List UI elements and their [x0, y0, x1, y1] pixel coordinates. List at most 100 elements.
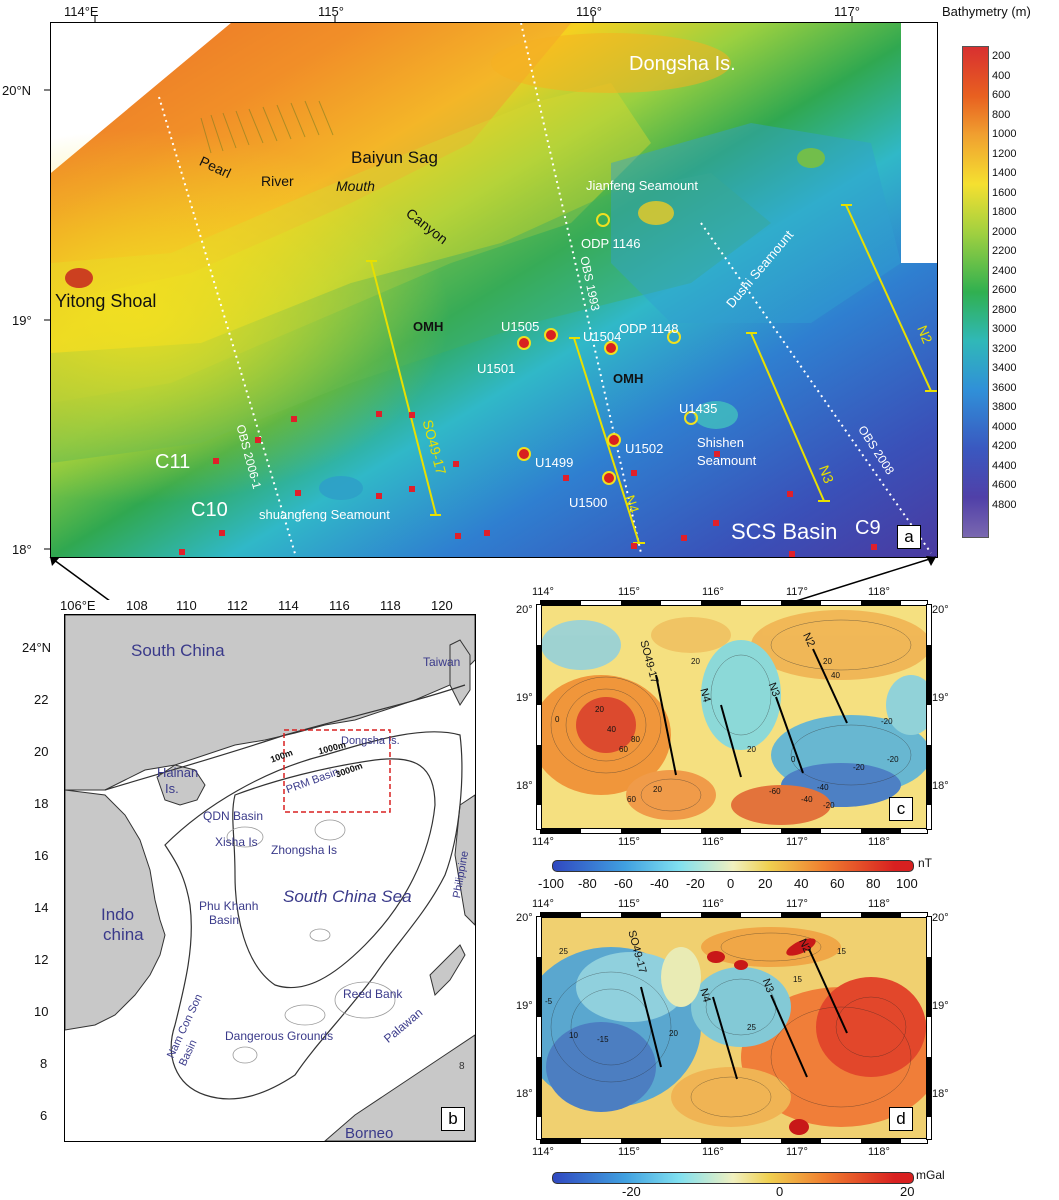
label-shishen-seamount: Seamount [697, 453, 757, 468]
b-lat-tick-18: 18 [34, 796, 49, 811]
c-cb-tick: -100 [538, 876, 565, 891]
label-mouth: Mouth [336, 178, 375, 194]
c-contour-label: -20 [823, 801, 835, 810]
c-contour-label: -40 [801, 795, 813, 804]
bathymetry-title: Bathymetry (m) [942, 4, 1031, 19]
b-lat-tick-16: 16 [34, 848, 49, 863]
b-lat-tick-22: 22 [34, 692, 49, 707]
cb-tick-2000: 2000 [992, 225, 1017, 238]
d-frame-bottom [540, 1138, 928, 1144]
c-contour-label: -20 [887, 755, 899, 764]
label-river: River [261, 173, 294, 189]
d-lon-top-118: 118° [868, 898, 890, 910]
site-u1504: U1504 [583, 329, 622, 344]
cb-tick-4800: 4800 [992, 498, 1017, 511]
b-label-phu-khanh: Phu Khanh [199, 899, 259, 913]
b-label-hainan: Hainan [157, 765, 199, 780]
c-cb-tick: 80 [866, 876, 881, 891]
c-contour-label: 40 [831, 671, 840, 680]
c-cb-tick: -80 [578, 876, 597, 891]
d-frame-right [926, 916, 932, 1140]
b-lon-tick-106: 106°E [60, 598, 96, 613]
c-lat-left-18: 18° [516, 780, 533, 792]
obs-2006-1-line [158, 96, 297, 557]
cb-tick-4400: 4400 [992, 459, 1017, 472]
d-contour-label: 25 [559, 947, 568, 956]
site-odp-1148: ODP 1148 [619, 321, 679, 336]
b-label-china: china [103, 925, 144, 944]
c-contour-label: -60 [769, 787, 781, 796]
d-colorbar-unit: mGal [916, 1168, 945, 1182]
c-lon-top-118: 118° [868, 586, 890, 598]
a-lon-tick-115: 115° [318, 4, 344, 19]
bathymetry-colorbar-ticks: 200 400 600 800 1000 1200 1400 1600 1800… [992, 50, 1052, 540]
d-cb-tick: -20 [622, 1184, 641, 1199]
panel-a-tag: a [897, 525, 921, 549]
obs-1993-line [520, 23, 642, 554]
d-lat-right-18: 18° [932, 1088, 949, 1100]
cb-tick-4200: 4200 [992, 440, 1017, 452]
a-lat-tick-18: 18° [12, 542, 32, 557]
c-contour-label: 20 [691, 657, 700, 666]
c-lat-left-20: 20° [516, 604, 533, 616]
b-lon-tick-108: 108 [126, 598, 148, 613]
cb-tick-400: 400 [992, 69, 1011, 82]
d-lat-left-18: 18° [516, 1088, 533, 1100]
cb-tick-1800: 1800 [992, 206, 1017, 218]
b-label-borneo: Borneo [345, 1125, 394, 1142]
d-lon-top-114: 114° [532, 898, 554, 910]
b-lat-tick-20: 20 [34, 744, 49, 759]
c-lon-top-115: 115° [618, 586, 640, 598]
d-lon-top-115: 115° [618, 898, 640, 910]
d-lon-bottom-116: 116° [702, 1146, 724, 1158]
c-lon-bottom-114: 114° [532, 836, 554, 848]
label-shishen: Shishen [697, 435, 744, 450]
d-colorbar [552, 1172, 914, 1184]
label-baiyun-sag: Baiyun Sag [351, 148, 438, 167]
b-label-indo: Indo [101, 905, 135, 924]
c-contour-label: -20 [881, 717, 893, 726]
b-lon-tick-110: 110 [176, 598, 197, 613]
cb-tick-1600: 1600 [992, 186, 1017, 199]
d-contour-label: 10 [569, 1031, 578, 1040]
c-colorbar [552, 860, 914, 872]
d-cb-tick: 0 [776, 1184, 784, 1199]
c-lon-top-117: 117° [786, 586, 808, 598]
c-lon-bottom-118: 118° [868, 836, 890, 848]
cb-tick-2200: 2200 [992, 245, 1017, 257]
b-lat-tick-12: 12 [34, 952, 49, 967]
b-label-scs: South China Sea [283, 887, 412, 906]
cb-tick-600: 600 [992, 89, 1011, 101]
label-c11: C11 [155, 451, 191, 473]
d-contour-label: 20 [669, 1029, 678, 1038]
c-contour-label: 60 [627, 795, 636, 804]
c-contour-label: 80 [631, 735, 640, 744]
d-contour-label: 25 [747, 1023, 756, 1032]
c-frame-right [926, 604, 932, 830]
c-lon-top-116: 116° [702, 586, 724, 598]
d-lat-right-20: 20° [932, 912, 949, 924]
b-label-hainan-is: Is. [165, 781, 179, 796]
c-lon-bottom-115: 115° [618, 836, 640, 848]
panel-b-tag: b [441, 1107, 465, 1131]
a-lon-tick-114: 114°E [64, 4, 99, 19]
study-area-box [283, 729, 391, 813]
c-cb-tick: 0 [727, 876, 735, 891]
label-shuangfeng-seamount: shuangfeng Seamount [259, 507, 390, 522]
c-contour-label: 20 [747, 745, 756, 754]
site-u1505: U1505 [501, 319, 540, 334]
cb-tick-1200: 1200 [992, 147, 1017, 160]
b-lat-tick-10: 10 [34, 1004, 49, 1019]
label-yitong-shoal: Yitong Shoal [55, 291, 157, 311]
b-lon-tick-120: 120 [431, 598, 453, 613]
b-label-dangerous-grounds: Dangerous Grounds [225, 1029, 334, 1043]
label-c10: C10 [191, 499, 228, 521]
c-lat-left-19: 19° [516, 692, 533, 704]
d-cb-tick: 20 [900, 1184, 915, 1199]
d-frame-top [540, 912, 928, 918]
b-lat-tick-24: 24°N [22, 640, 52, 655]
d-lon-top-116: 116° [702, 898, 724, 910]
a-lat-tick-20: 20°N [2, 83, 32, 98]
c-colorbar-ticks: -100 -80 -60 -40 -20 0 20 40 60 80 100 [538, 876, 918, 892]
b-label-xisha: Xisha Is [215, 835, 258, 849]
